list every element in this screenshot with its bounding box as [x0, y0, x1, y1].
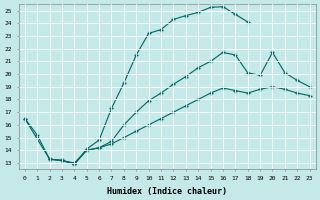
X-axis label: Humidex (Indice chaleur): Humidex (Indice chaleur) [107, 187, 227, 196]
